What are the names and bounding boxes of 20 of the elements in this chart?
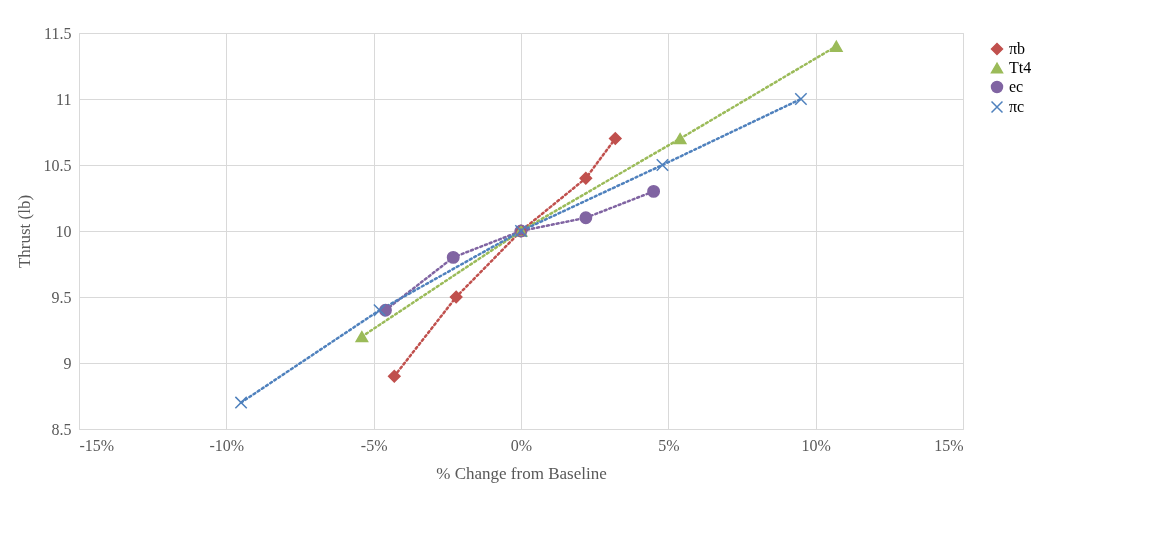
y-tick-label: 9 [63,354,72,372]
x-tick-label: -5% [360,436,388,454]
x-tick-label: -15% [79,436,115,454]
legend-label: ec [1009,78,1024,95]
y-tick-label: 8.5 [51,420,72,438]
x-tick-label: -10% [209,436,245,454]
legend-label: πb [1009,40,1026,57]
x-tick-label: 5% [658,436,680,454]
y-tick-label: 11 [56,90,72,108]
y-tick-label: 10 [55,222,72,240]
y-tick-label: 10.5 [43,156,72,174]
x-axis-title: % Change from Baseline [436,463,607,483]
x-tick-label: 0% [510,436,533,454]
y-tick-label: 9.5 [51,288,72,306]
legend-label: πc [1009,98,1025,115]
legend-label: Tt4 [1009,59,1032,76]
x-tick-label: 10% [801,436,831,454]
y-axis-title: Thrust (lb) [14,194,34,269]
x-tick-label: 15% [934,436,964,454]
y-tick-label: 11.5 [44,24,72,42]
